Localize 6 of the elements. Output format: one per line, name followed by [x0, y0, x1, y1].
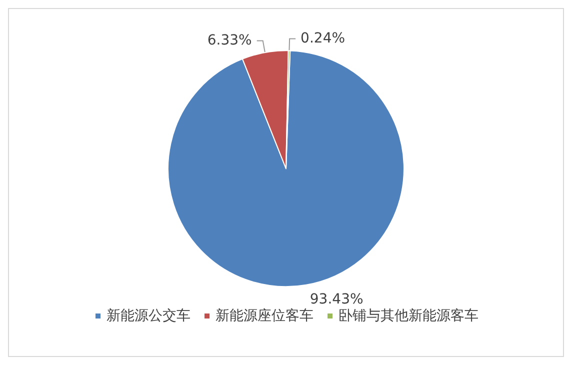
legend-label: 卧铺与其他新能源客车	[338, 308, 478, 324]
legend-label: 新能源座位客车	[216, 308, 314, 324]
legend-label: 新能源公交车	[106, 308, 190, 324]
data-label: 93.43%	[310, 292, 364, 308]
data-label: 6.33%	[207, 32, 252, 49]
data-label: 0.24%	[300, 30, 346, 47]
